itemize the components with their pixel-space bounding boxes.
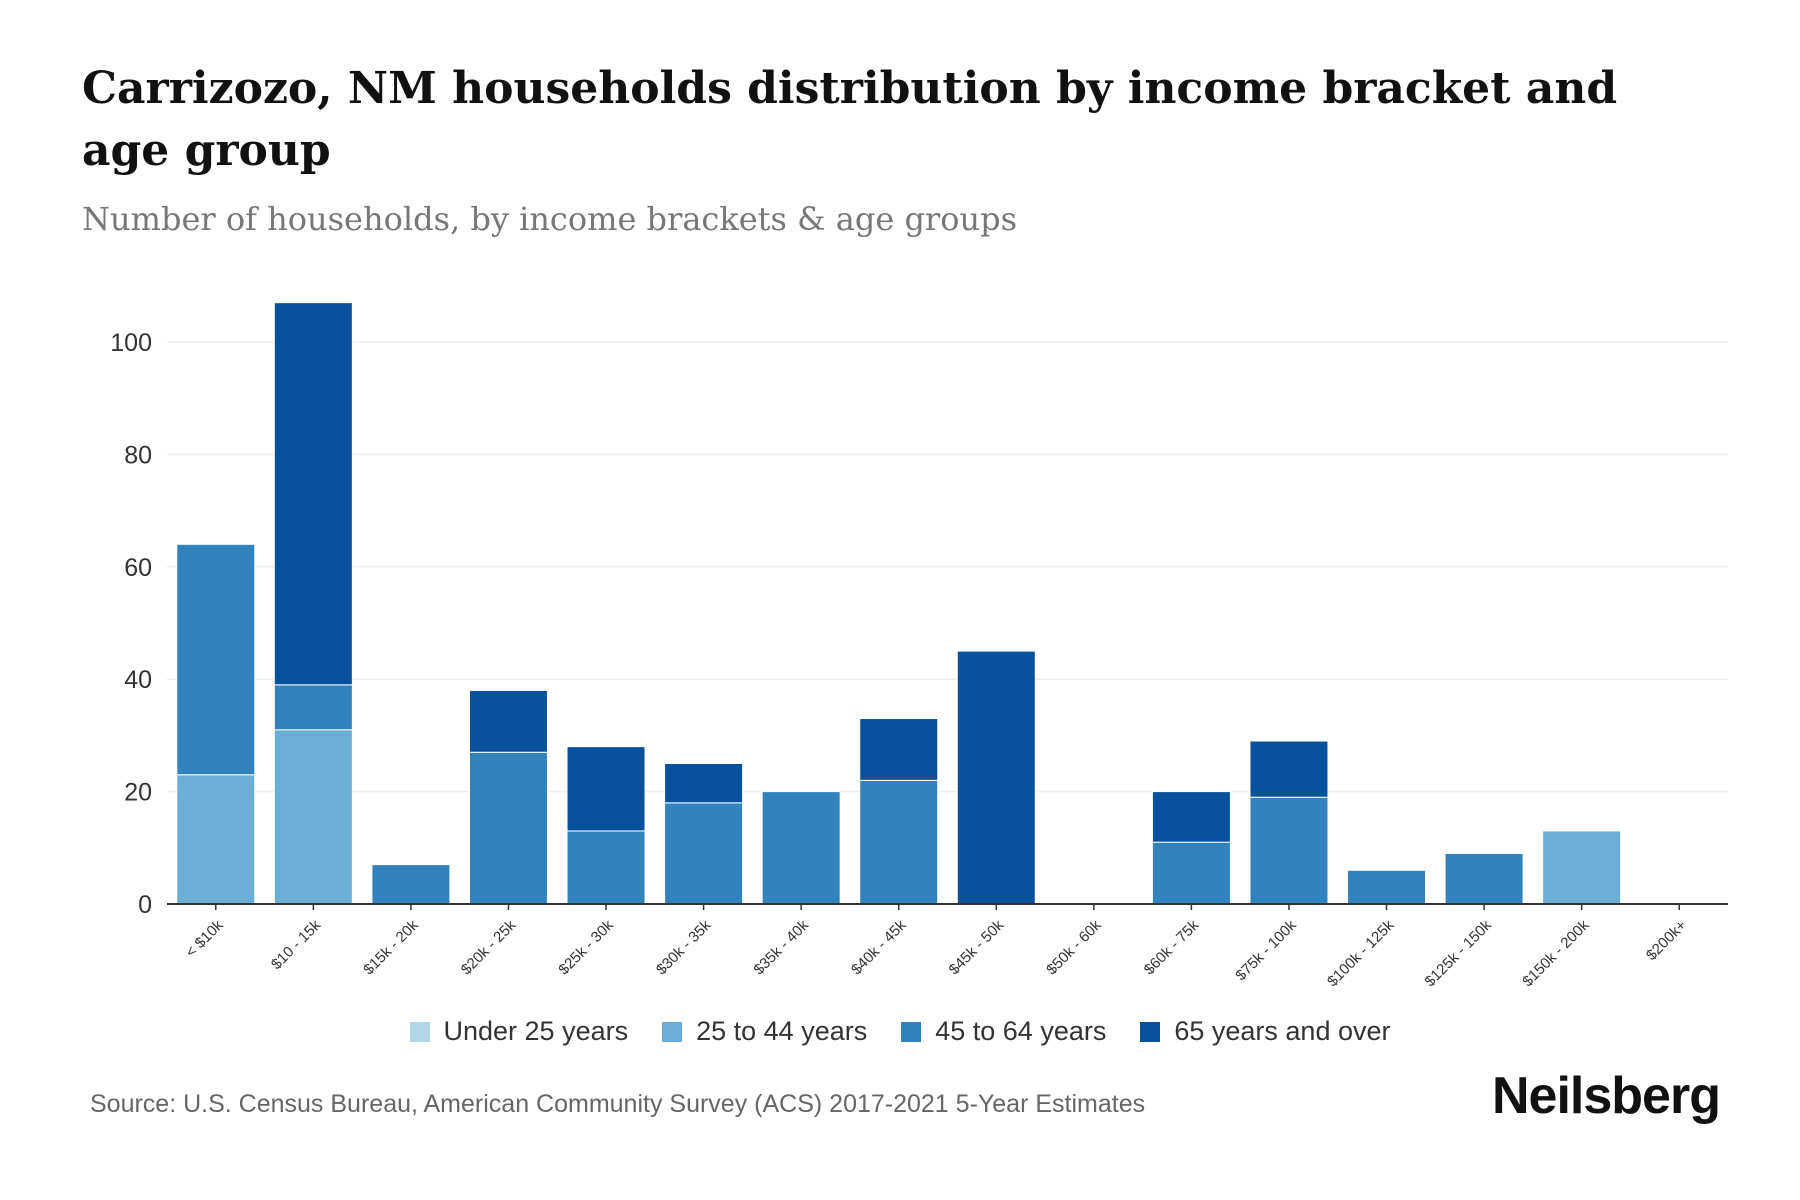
legend: Under 25 years 25 to 44 years 45 to 64 yea…: [0, 1016, 1800, 1047]
x-tick-label: $10 - 15k: [268, 916, 325, 973]
y-tick-label: 80: [124, 441, 152, 469]
bar-segment: [468, 751, 548, 905]
chart-plot: 0 20 40 60 80 100 < $10k $10 - 15k $15k - 20k $20…: [110, 302, 1728, 990]
chart-title: Carrizozo, NM households distribution by…: [82, 63, 1618, 176]
bar-segment: [859, 718, 939, 781]
bar-segment: [859, 779, 939, 905]
bar-segment: [273, 684, 353, 731]
x-tick-label: $200k+: [1643, 917, 1690, 964]
chart-subtitle: Number of households, by income brackets…: [82, 200, 1017, 238]
bar-segment: [1249, 796, 1329, 905]
x-tick-label: $125k - 150k: [1422, 916, 1496, 990]
bar-segment: [1542, 830, 1622, 905]
bar-segment: [176, 774, 256, 905]
x-tick-label: $30k - 35k: [653, 916, 715, 978]
legend-swatch: [662, 1021, 683, 1042]
x-tick-label: $75k - 100k: [1232, 916, 1300, 984]
x-tick-label: < $10k: [182, 916, 227, 961]
bar-segment: [956, 650, 1036, 905]
neilsberg-logo: Neilsberg: [1492, 1067, 1721, 1125]
bar-segment: [1151, 791, 1231, 843]
legend-label: 65 years and over: [1174, 1016, 1391, 1046]
x-tick-label: $20k - 25k: [458, 916, 520, 978]
bar-segment: [1347, 869, 1427, 905]
y-tick-label: 60: [124, 554, 152, 582]
bar-segment: [761, 791, 841, 905]
bar-segment: [664, 802, 744, 905]
legend-swatch: [901, 1021, 922, 1042]
legend-swatch: [409, 1021, 430, 1042]
x-tick-label: $100k - 125k: [1324, 916, 1398, 990]
x-tick-label: $50k - 60k: [1043, 916, 1105, 978]
legend-item: 65 years and over: [1140, 1016, 1391, 1047]
legend-item: Under 25 years: [409, 1016, 629, 1047]
source-note: Source: U.S. Census Bureau, American Com…: [90, 1090, 1146, 1118]
bar-segment: [566, 830, 646, 905]
bar-segment: [1444, 852, 1524, 905]
x-tick-label: $25k - 30k: [555, 916, 617, 978]
bar-segment: [273, 729, 353, 905]
bar-segment: [566, 746, 646, 832]
legend-item: 25 to 44 years: [662, 1016, 867, 1047]
legend-item: 45 to 64 years: [901, 1016, 1106, 1047]
x-tick-label: $150k - 200k: [1519, 916, 1593, 990]
legend-label: Under 25 years: [443, 1016, 629, 1046]
x-tick-label: $60k - 75k: [1141, 916, 1203, 978]
bar-segment: [273, 302, 353, 686]
x-tick-label: $35k - 40k: [750, 916, 812, 978]
bar-segment: [1151, 841, 1231, 905]
x-tick-label: $15k - 20k: [360, 916, 422, 978]
bar-segment: [176, 543, 256, 776]
legend-swatch: [1140, 1021, 1161, 1042]
y-tick-label: 0: [138, 891, 152, 919]
bar-segment: [371, 864, 451, 905]
x-tick-label: $45k - 50k: [946, 916, 1008, 978]
legend-label: 25 to 44 years: [696, 1016, 868, 1046]
y-tick-label: 100: [110, 329, 152, 357]
bar-segment: [468, 689, 548, 753]
legend-label: 45 to 64 years: [935, 1016, 1107, 1046]
x-tick-label: $40k - 45k: [848, 916, 910, 978]
bar-segment: [1249, 740, 1329, 798]
y-tick-label: 40: [124, 666, 152, 694]
bar-segment: [664, 763, 744, 804]
y-tick-label: 20: [124, 779, 152, 807]
